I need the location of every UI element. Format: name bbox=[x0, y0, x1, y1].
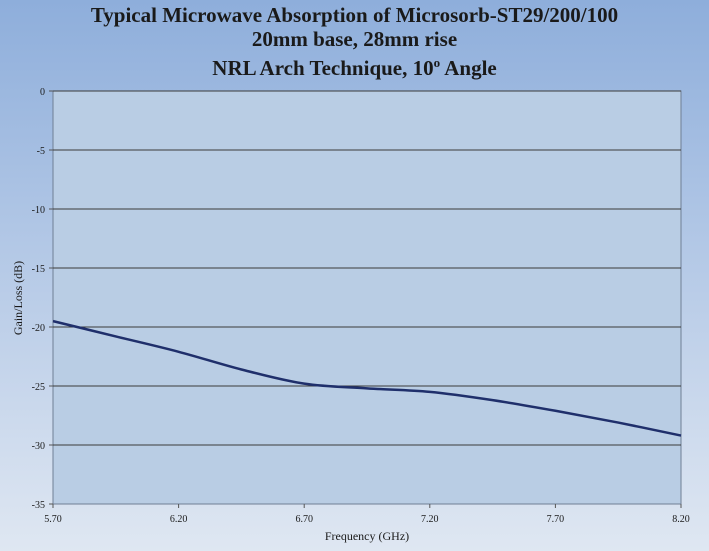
degree-superscript: o bbox=[433, 55, 441, 70]
y-tick-label: -35 bbox=[32, 500, 45, 511]
title-line-3: NRL Arch Technique, 10o Angle bbox=[0, 51, 709, 80]
x-tick-label: 7.20 bbox=[421, 514, 439, 525]
x-tick-label: 8.20 bbox=[672, 514, 690, 525]
plot-area bbox=[52, 90, 682, 505]
y-tick-layer: 0 -5 -10 -15 -20 -25 -30 -35 bbox=[32, 87, 53, 511]
y-tick-label: -25 bbox=[32, 382, 45, 393]
x-tick-label: 6.20 bbox=[170, 514, 188, 525]
y-tick-label: -20 bbox=[32, 323, 45, 334]
series-line bbox=[52, 319, 682, 437]
y-tick-label: -30 bbox=[32, 441, 45, 452]
x-tick-layer: 5.70 6.20 6.70 7.20 7.70 8.20 bbox=[44, 504, 690, 525]
series-layer bbox=[52, 319, 682, 437]
x-axis-label: Frequency (GHz) bbox=[325, 529, 409, 543]
y-tick-label: -10 bbox=[32, 205, 45, 216]
chart-title: Typical Microwave Absorption of Microsor… bbox=[0, 3, 709, 80]
grid-layer bbox=[53, 90, 681, 446]
y-tick-label: 0 bbox=[40, 87, 45, 98]
x-tick-label: 7.70 bbox=[547, 514, 565, 525]
title-line-3b: Angle bbox=[444, 56, 497, 80]
title-line-2: 20mm base, 28mm rise bbox=[251, 27, 458, 51]
x-tick-label: 6.70 bbox=[295, 514, 313, 525]
y-tick-label: -5 bbox=[37, 146, 45, 157]
y-tick-label: -15 bbox=[32, 264, 45, 275]
y-axis-label: Gain/Loss (dB) bbox=[11, 261, 25, 335]
title-line-1: Typical Microwave Absorption of Microsor… bbox=[90, 3, 619, 27]
x-tick-label: 5.70 bbox=[44, 514, 62, 525]
title-line-3a: NRL Arch Technique, 10 bbox=[212, 56, 434, 80]
